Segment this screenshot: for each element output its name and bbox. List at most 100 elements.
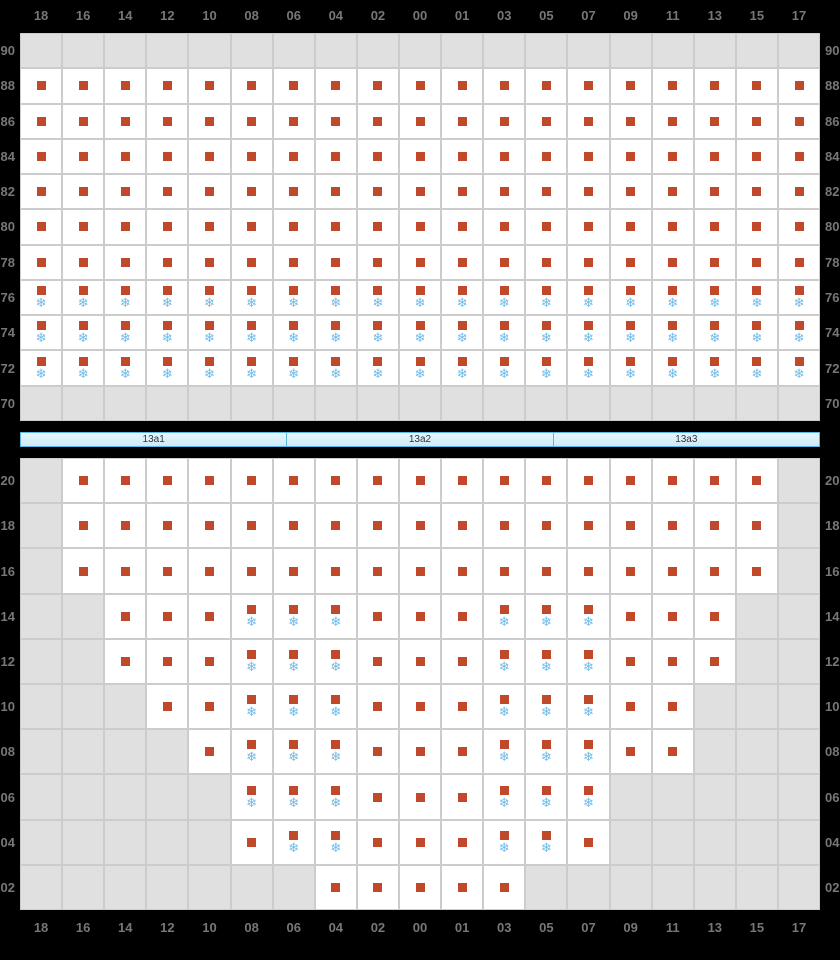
seat-cell[interactable]: ❄	[483, 639, 525, 684]
seat-cell[interactable]	[778, 68, 820, 103]
seat-cell[interactable]	[652, 548, 694, 593]
seat-cell[interactable]	[399, 865, 441, 910]
seat-cell[interactable]: ❄	[525, 729, 567, 774]
seat-cell[interactable]	[146, 684, 188, 729]
seat-cell[interactable]: ❄	[146, 315, 188, 350]
seat-cell[interactable]	[399, 548, 441, 593]
seat-cell[interactable]: ❄	[441, 350, 483, 385]
seat-cell[interactable]	[104, 104, 146, 139]
seat-cell[interactable]	[694, 174, 736, 209]
seat-cell[interactable]	[441, 503, 483, 548]
seat-cell[interactable]: ❄	[62, 350, 104, 385]
seat-cell[interactable]	[273, 503, 315, 548]
seat-cell[interactable]	[188, 503, 230, 548]
seat-cell[interactable]	[652, 245, 694, 280]
seat-cell[interactable]	[357, 548, 399, 593]
seat-cell[interactable]	[736, 68, 778, 103]
seat-cell[interactable]	[610, 503, 652, 548]
seat-cell[interactable]: ❄	[441, 280, 483, 315]
seat-cell[interactable]	[610, 139, 652, 174]
seat-cell[interactable]	[188, 594, 230, 639]
seat-cell[interactable]: ❄	[610, 350, 652, 385]
seat-cell[interactable]	[315, 458, 357, 503]
seat-cell[interactable]	[441, 729, 483, 774]
seat-cell[interactable]	[273, 458, 315, 503]
seat-cell[interactable]	[736, 503, 778, 548]
seat-cell[interactable]	[104, 139, 146, 174]
seat-cell[interactable]	[610, 548, 652, 593]
seat-cell[interactable]	[610, 729, 652, 774]
seat-cell[interactable]	[188, 174, 230, 209]
seat-cell[interactable]	[399, 209, 441, 244]
seat-cell[interactable]	[399, 774, 441, 819]
seat-cell[interactable]: ❄	[104, 350, 146, 385]
seat-cell[interactable]	[273, 174, 315, 209]
seat-cell[interactable]	[357, 104, 399, 139]
seat-cell[interactable]	[62, 104, 104, 139]
seat-cell[interactable]	[399, 729, 441, 774]
seat-cell[interactable]	[610, 68, 652, 103]
seat-cell[interactable]: ❄	[736, 350, 778, 385]
seat-cell[interactable]	[231, 68, 273, 103]
seat-cell[interactable]: ❄	[567, 350, 609, 385]
seat-cell[interactable]: ❄	[315, 280, 357, 315]
seat-cell[interactable]	[146, 245, 188, 280]
seat-cell[interactable]	[441, 774, 483, 819]
seat-cell[interactable]	[483, 104, 525, 139]
seat-cell[interactable]	[736, 104, 778, 139]
seat-cell[interactable]: ❄	[567, 774, 609, 819]
seat-cell[interactable]: ❄	[231, 774, 273, 819]
seat-cell[interactable]: ❄	[315, 639, 357, 684]
seat-cell[interactable]	[315, 174, 357, 209]
seat-cell[interactable]	[652, 174, 694, 209]
seat-cell[interactable]: ❄	[736, 315, 778, 350]
seat-cell[interactable]: ❄	[231, 315, 273, 350]
seat-cell[interactable]: ❄	[567, 729, 609, 774]
seat-cell[interactable]: ❄	[694, 350, 736, 385]
seat-cell[interactable]: ❄	[525, 594, 567, 639]
seat-cell[interactable]	[62, 174, 104, 209]
seat-cell[interactable]	[62, 548, 104, 593]
seat-cell[interactable]	[146, 458, 188, 503]
seat-cell[interactable]	[610, 104, 652, 139]
seat-cell[interactable]	[399, 684, 441, 729]
seat-cell[interactable]	[483, 458, 525, 503]
seat-cell[interactable]: ❄	[357, 315, 399, 350]
seat-cell[interactable]: ❄	[273, 594, 315, 639]
seat-cell[interactable]: ❄	[104, 315, 146, 350]
seat-cell[interactable]: ❄	[273, 315, 315, 350]
seat-cell[interactable]	[525, 458, 567, 503]
seat-cell[interactable]	[273, 68, 315, 103]
seat-cell[interactable]	[610, 174, 652, 209]
seat-cell[interactable]	[441, 594, 483, 639]
seat-cell[interactable]: ❄	[273, 729, 315, 774]
seat-cell[interactable]	[357, 139, 399, 174]
seat-cell[interactable]	[399, 139, 441, 174]
seat-cell[interactable]	[315, 245, 357, 280]
seat-cell[interactable]: ❄	[104, 280, 146, 315]
seat-cell[interactable]	[146, 503, 188, 548]
seat-cell[interactable]: ❄	[694, 280, 736, 315]
seat-cell[interactable]	[231, 209, 273, 244]
seat-cell[interactable]	[188, 548, 230, 593]
seat-cell[interactable]	[525, 68, 567, 103]
seat-cell[interactable]	[62, 209, 104, 244]
seat-cell[interactable]	[146, 548, 188, 593]
seat-cell[interactable]	[62, 68, 104, 103]
seat-cell[interactable]: ❄	[315, 774, 357, 819]
seat-cell[interactable]	[483, 503, 525, 548]
seat-cell[interactable]: ❄	[62, 280, 104, 315]
seat-cell[interactable]	[483, 139, 525, 174]
seat-cell[interactable]	[188, 639, 230, 684]
seat-cell[interactable]	[104, 503, 146, 548]
seat-cell[interactable]	[694, 245, 736, 280]
seat-cell[interactable]	[441, 174, 483, 209]
seat-cell[interactable]: ❄	[273, 774, 315, 819]
seat-cell[interactable]	[273, 139, 315, 174]
seat-cell[interactable]	[652, 729, 694, 774]
seat-cell[interactable]: ❄	[483, 729, 525, 774]
seat-cell[interactable]	[736, 245, 778, 280]
seat-cell[interactable]	[610, 594, 652, 639]
seat-cell[interactable]: ❄	[652, 280, 694, 315]
seat-cell[interactable]	[357, 174, 399, 209]
